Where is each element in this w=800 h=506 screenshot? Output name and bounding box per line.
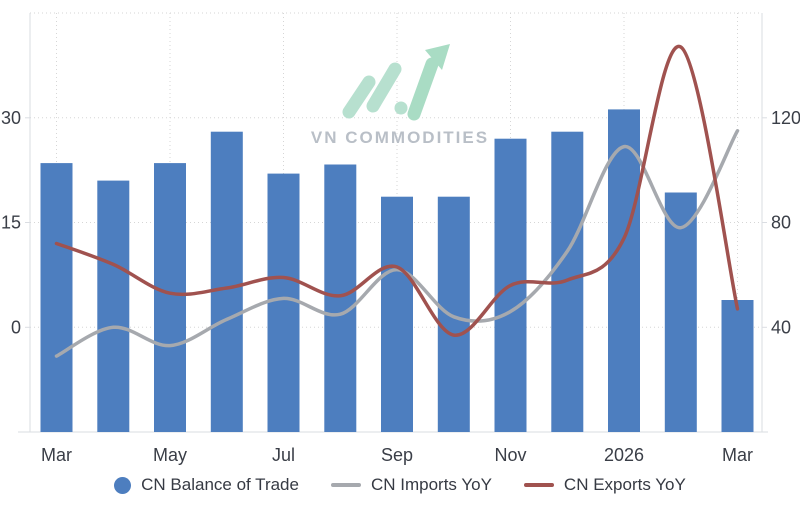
bar — [97, 180, 130, 432]
svg-text:2026: 2026 — [604, 445, 644, 465]
legend-item-balance-of-trade[interactable]: CN Balance of Trade — [114, 475, 299, 495]
bar — [210, 131, 243, 432]
bar — [608, 109, 640, 433]
svg-text:Jul: Jul — [272, 445, 295, 465]
bar — [381, 196, 413, 432]
imports-yoy-line[interactable] — [54, 129, 740, 358]
svg-text:40: 40 — [771, 317, 791, 337]
svg-text:Mar: Mar — [41, 445, 72, 465]
exports-yoy-line[interactable] — [54, 45, 740, 337]
svg-text:Nov: Nov — [494, 445, 526, 465]
bar — [437, 196, 470, 432]
svg-text:80: 80 — [771, 213, 791, 233]
bar — [721, 300, 754, 432]
legend-label-imports-yoy: CN Imports YoY — [370, 475, 492, 494]
legend-item-exports-yoy[interactable]: CN Exports YoY — [523, 475, 686, 495]
legend-item-imports-yoy[interactable]: CN Imports YoY — [330, 475, 492, 495]
svg-text:30: 30 — [1, 108, 21, 128]
bar — [40, 163, 73, 432]
imports-yoy-marker-icon — [330, 483, 361, 487]
legend-label-balance-of-trade: CN Balance of Trade — [141, 475, 299, 494]
chart-canvas[interactable]: 0 15 30 40 80 120 Mar May Jul Sep Nov 2026 Mar — [0, 0, 800, 470]
svg-text:0: 0 — [11, 317, 21, 337]
bar — [664, 192, 697, 432]
exports-yoy-marker-icon — [523, 483, 554, 487]
bar — [267, 173, 300, 432]
svg-text:15: 15 — [1, 213, 21, 233]
chart-legend: CN Balance of Trade CN Imports YoY CN Ex… — [0, 475, 800, 495]
right-axis-labels: 40 80 120 — [771, 108, 800, 337]
balance-of-trade-bars[interactable] — [40, 109, 754, 433]
balance-of-trade-marker-icon — [114, 476, 132, 494]
svg-text:Sep: Sep — [381, 445, 413, 465]
svg-text:120: 120 — [771, 108, 800, 128]
svg-text:May: May — [153, 445, 187, 465]
left-axis-labels: 0 15 30 — [1, 108, 21, 337]
svg-text:Mar: Mar — [722, 445, 753, 465]
x-axis-labels: Mar May Jul Sep Nov 2026 Mar — [41, 445, 753, 465]
bar — [154, 163, 186, 432]
legend-label-exports-yoy: CN Exports YoY — [563, 475, 686, 494]
bar — [324, 164, 357, 432]
